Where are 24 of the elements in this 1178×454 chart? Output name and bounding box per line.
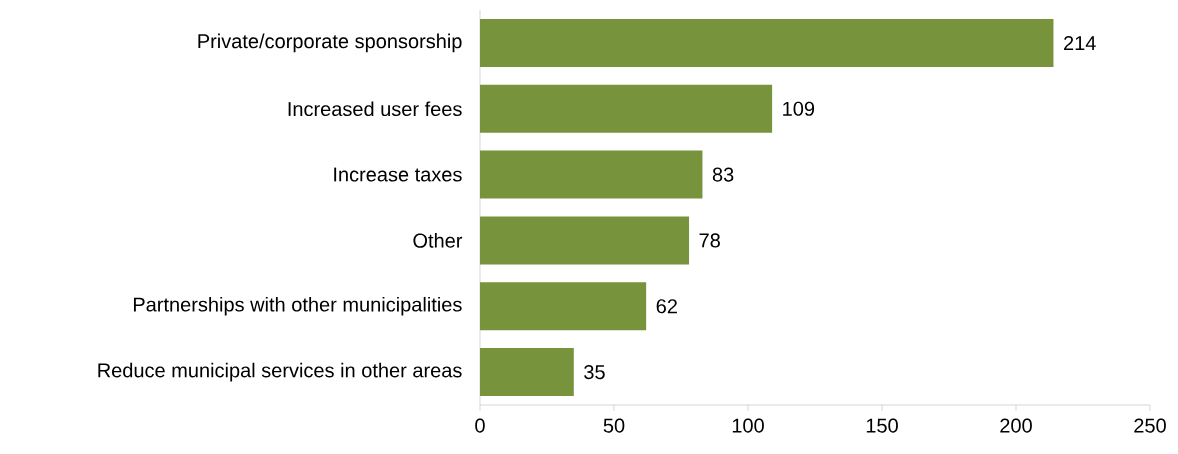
data-label: 214: [1064, 35, 1096, 50]
y-tick-label: Increase taxes: [334, 167, 462, 182]
y-tick-label: Other: [413, 233, 463, 248]
x-tick-label: 0: [475, 418, 485, 433]
x-tick-label: 250: [1134, 418, 1166, 433]
x-tick-label: 150: [866, 418, 898, 433]
data-label: 78: [699, 233, 720, 248]
y-tick-label: Private/corporate sponsorship: [198, 33, 462, 53]
data-label: 109: [783, 101, 815, 116]
bar: [480, 282, 647, 331]
x-tick-label: 100: [732, 418, 764, 433]
y-tick-label: Reduce municipal services in other areas: [98, 362, 462, 382]
x-tick-label: 50: [603, 418, 625, 433]
bar: [480, 84, 773, 133]
data-label: 83: [712, 167, 734, 182]
bar: [480, 150, 703, 199]
x-tick-label: 200: [1000, 418, 1032, 433]
bar: [480, 216, 690, 265]
y-tick-label: Partnerships with other municipalities: [133, 296, 462, 316]
bar: [480, 348, 574, 397]
y-tick-label: Increased user fees: [288, 101, 462, 117]
data-label: 35: [584, 365, 605, 380]
data-label: 62: [656, 299, 677, 314]
bar: [480, 18, 1054, 67]
